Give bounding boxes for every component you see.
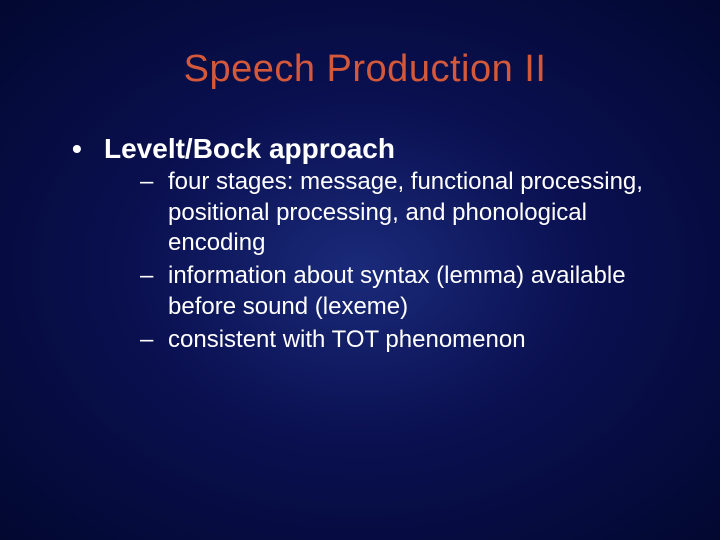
bullet-lvl2-text: information about syntax (lemma) availab… [168,262,626,320]
bullet-lvl1-text: Levelt/Bock approach [104,133,395,164]
bullet-lvl2: information about syntax (lemma) availab… [104,261,660,322]
bullet-lvl2-text: four stages: message, functional process… [168,168,643,256]
bullet-lvl1: Levelt/Bock approach four stages: messag… [70,133,660,355]
sub-bullet-list: four stages: message, functional process… [104,167,660,355]
bullet-lvl2-text: consistent with TOT phenomenon [168,326,526,353]
slide-title: Speech Production II [70,48,660,91]
slide: Speech Production II Levelt/Bock approac… [0,0,720,540]
bullet-lvl2: four stages: message, functional process… [104,167,660,259]
bullet-lvl2: consistent with TOT phenomenon [104,325,660,356]
bullet-list: Levelt/Bock approach four stages: messag… [70,133,660,355]
